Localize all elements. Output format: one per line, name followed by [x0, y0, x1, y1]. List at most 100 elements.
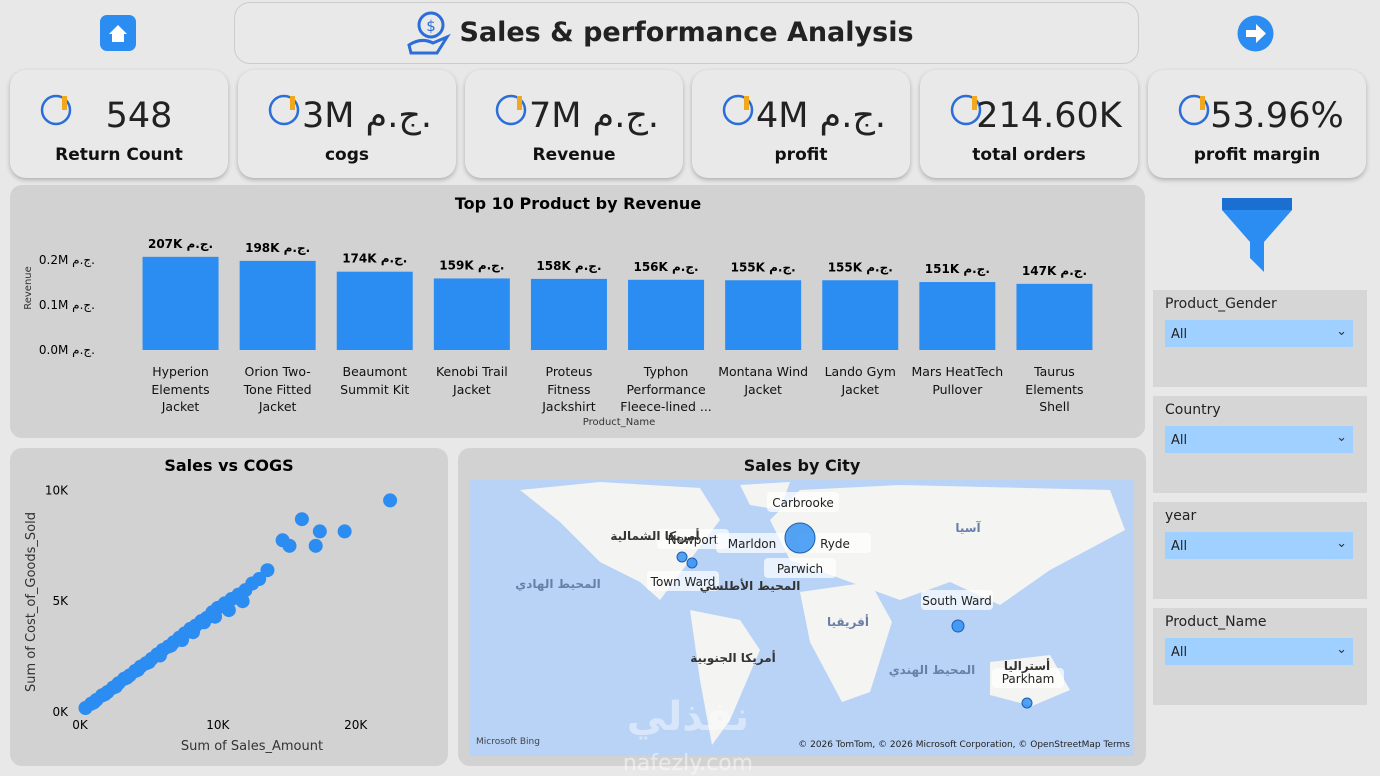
scatter-point: [312, 524, 327, 539]
scatter-point: [163, 638, 178, 653]
chart-title: Sales vs COGS: [164, 456, 293, 475]
region-label: المحيط الأطلسي: [700, 578, 801, 593]
header-icon: $: [407, 11, 451, 55]
data-label: 155K ج.م.: [731, 260, 796, 275]
kpi-label: cogs: [324, 145, 370, 165]
chevron: ⌄: [1336, 642, 1347, 657]
bar: [239, 260, 316, 350]
city-label: Parkham: [1002, 672, 1055, 686]
data-label: 198K ج.م.: [245, 241, 310, 256]
kpi-card: 53.96% profit margin: [1148, 70, 1366, 178]
city-label: Newport: [668, 533, 719, 547]
title: Sales & performance Analysis: [459, 17, 914, 48]
kpi-value: 7M ج.م.: [528, 96, 660, 136]
region-label: المحيط الهادي: [515, 577, 600, 591]
scatter-point: [383, 493, 398, 508]
bar: [628, 279, 705, 350]
city-label-bg: [764, 558, 836, 578]
x-tick-label: 10K: [206, 718, 230, 732]
kpi-value: 53.96%: [1210, 96, 1344, 136]
map-bubble: [951, 619, 965, 633]
slicer-dropdown[interactable]: All: [1165, 638, 1353, 665]
x-tick-label: Orion Two-Tone Fitted Jacket: [243, 364, 312, 414]
region-label: أستراليا: [1004, 658, 1050, 673]
scatter-point: [141, 655, 156, 670]
kpi-icon: [1178, 94, 1210, 126]
bar: [1016, 283, 1093, 350]
y-axis-label: Sum of Cost_of_Goods_Sold: [24, 512, 39, 692]
x-tick-label: Typhon Performance Fleece-lined ...: [620, 364, 712, 414]
city-label-bg: [921, 590, 993, 610]
city-label: Ryde: [820, 537, 850, 551]
chevron: ⌄: [1336, 324, 1347, 339]
land: [520, 482, 720, 600]
kpi-value: 4M ج.م.: [755, 96, 887, 136]
chevron: ⌄: [1336, 430, 1347, 445]
bar: [530, 278, 607, 350]
kpi-label: total orders: [972, 145, 1086, 165]
region-label: أمريكا الجنوبية: [690, 650, 776, 666]
map-title: Sales by City: [743, 456, 861, 475]
x-tick-label: Proteus Fitness Jackshirt: [542, 364, 596, 414]
x-tick-label: 0K: [72, 718, 89, 732]
city-label-bg: [657, 529, 729, 549]
kpi-label: Return Count: [55, 145, 183, 165]
map-bubble: [1021, 697, 1033, 709]
map-bubble: [686, 557, 698, 569]
x-tick-label: Lando Gym Jacket: [824, 364, 896, 397]
city-label-bg: [647, 571, 719, 591]
chart-title: Top 10 Product by Revenue: [455, 194, 701, 213]
scatter-point: [308, 538, 323, 553]
watermark: نفذلي: [627, 694, 749, 740]
home-button[interactable]: [100, 15, 136, 51]
data-label: 159K ج.م.: [439, 258, 504, 273]
x-tick-label: Kenobi Trail Jacket: [435, 364, 508, 397]
slicer-label: Product_Gender: [1165, 296, 1277, 312]
filter-icon: [1222, 198, 1292, 272]
kpi-card: 7M ج.م. Revenue: [465, 70, 683, 178]
city-label-bg: [767, 492, 839, 512]
svg-text:$: $: [426, 17, 436, 35]
scatter-point: [119, 670, 134, 685]
scatter-point: [108, 679, 123, 694]
scatter-point: [152, 648, 167, 663]
kpi-value: 548: [105, 96, 173, 136]
city-label: Carbrooke: [772, 496, 834, 510]
kpi-icon: [40, 94, 72, 126]
kpi-icon: [950, 94, 982, 126]
scatter-point: [208, 609, 223, 624]
x-axis-label: Product_Name: [583, 417, 655, 428]
scatter-point: [97, 687, 112, 702]
y-tick-label: 0K: [52, 705, 69, 719]
city-label-bg: [992, 668, 1064, 688]
kpi-card: 4M ج.م. profit: [692, 70, 910, 178]
map-bubble: [784, 522, 816, 554]
land: [800, 582, 892, 702]
x-tick-label: Hyperion Elements Jacket: [151, 364, 210, 414]
kpi-value: 3M ج.م.: [301, 96, 433, 136]
bar: [433, 278, 510, 350]
y-tick-label: 0.1M ج.م.: [39, 298, 95, 312]
scatter-point: [294, 512, 309, 527]
y-tick-label: 0.2M ج.م.: [39, 253, 95, 267]
map-bubble: [676, 551, 688, 563]
slicer-dropdown[interactable]: All: [1165, 426, 1353, 453]
slicer-dropdown[interactable]: All: [1165, 320, 1353, 347]
map-provider: Microsoft Bing: [476, 737, 540, 747]
header: $ Sales & performance Analysis: [234, 2, 1139, 64]
y-tick-label: 0.0M ج.م.: [39, 343, 95, 357]
kpi-card: 214.60K total orders: [920, 70, 1138, 178]
x-tick-label: Montana Wind Jacket: [718, 364, 809, 397]
scatter-point: [221, 603, 236, 618]
city-label-bg: [716, 533, 788, 553]
bar: [725, 280, 802, 350]
bar: [919, 282, 996, 350]
y-axis-label: Revenue: [23, 266, 34, 310]
city-label: Marldon: [728, 537, 777, 551]
next-button[interactable]: [1237, 15, 1274, 52]
slicer-dropdown[interactable]: All: [1165, 532, 1353, 559]
bar: [822, 280, 899, 350]
slicer-label: year: [1165, 508, 1197, 524]
